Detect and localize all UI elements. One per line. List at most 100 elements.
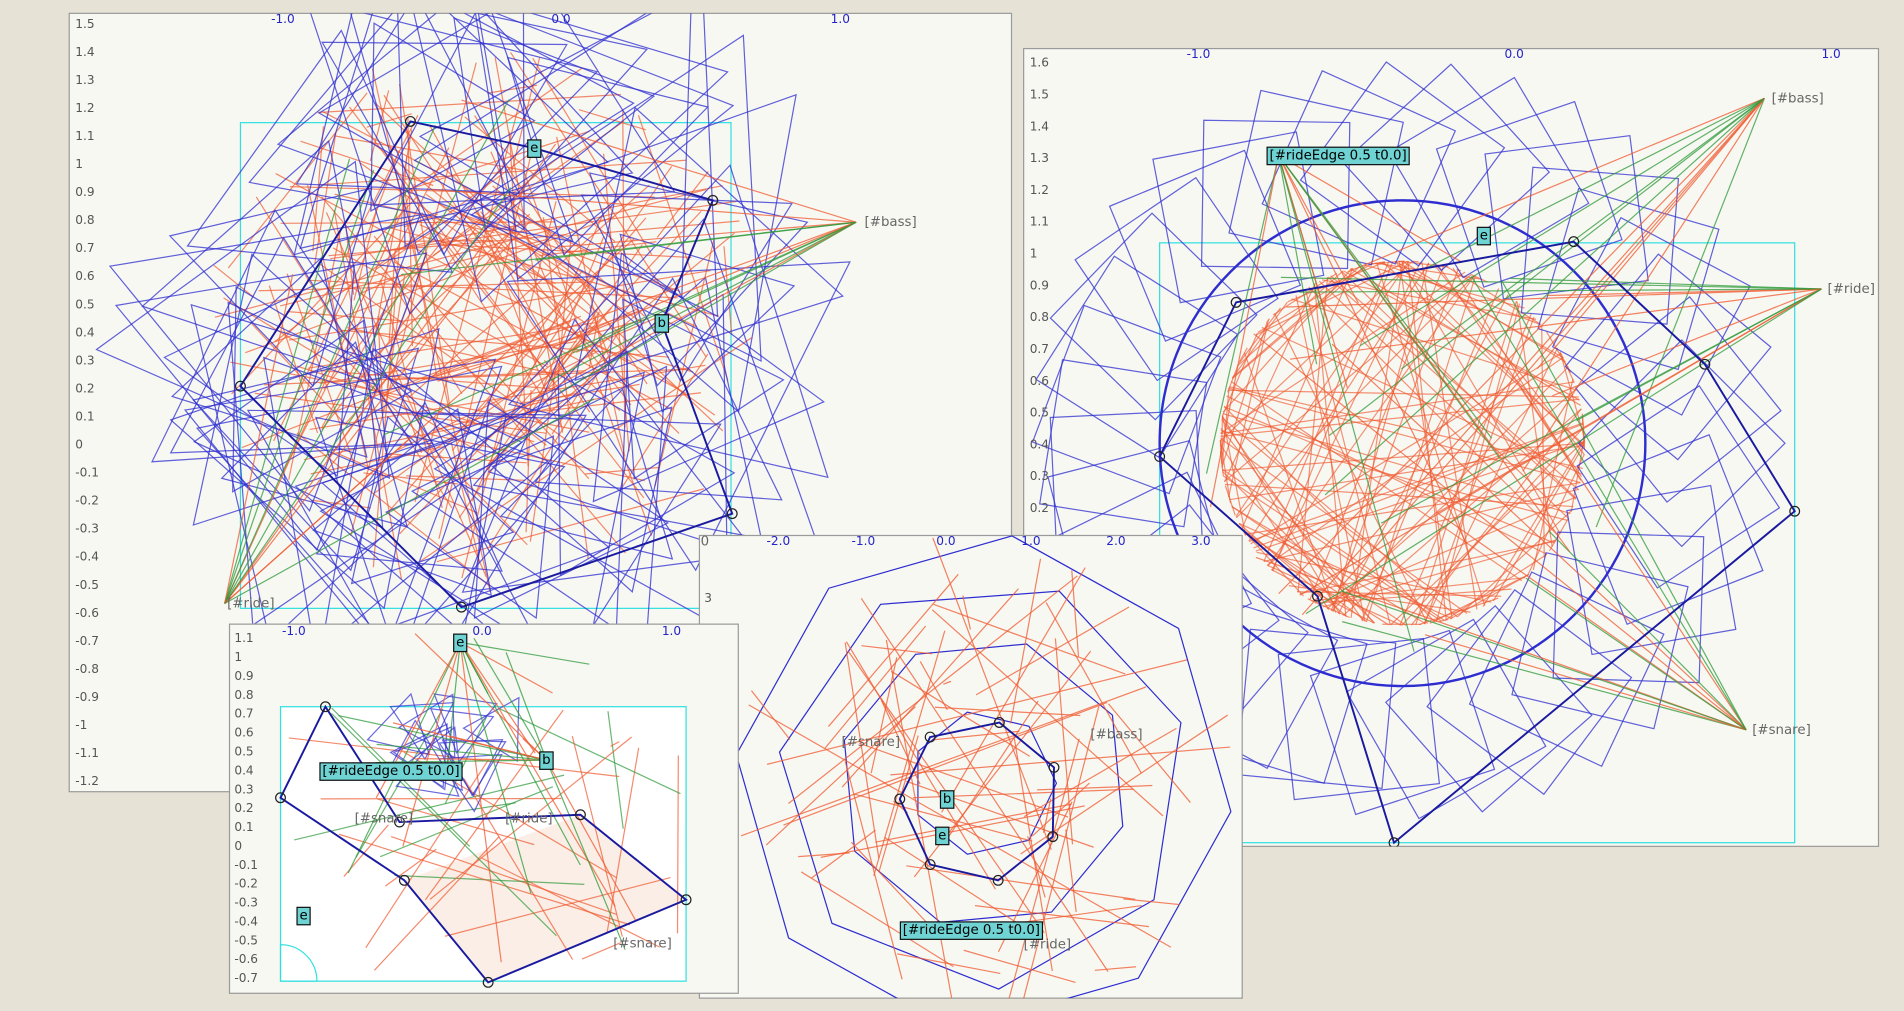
edge [890, 670, 1031, 757]
edge [224, 237, 636, 604]
edge [1231, 301, 1288, 379]
y-tick-label: 0.8 [1030, 310, 1049, 324]
edge [414, 633, 547, 761]
shape [735, 535, 1232, 999]
node-label: [#ride] [1827, 282, 1874, 297]
edge [1257, 263, 1373, 333]
y-tick-label: 1.1 [1030, 215, 1049, 229]
edge [274, 144, 542, 343]
edge [1368, 260, 1405, 265]
x-tick-label: -1.0 [1187, 47, 1211, 61]
y-tick-label: 1.5 [75, 17, 94, 31]
edge [553, 221, 857, 348]
edge [227, 92, 368, 269]
edge [408, 184, 650, 398]
edge [1327, 276, 1577, 500]
y-tick-label: -1.1 [75, 746, 99, 760]
shape [499, 388, 674, 560]
shape [1484, 134, 1649, 300]
edge [1229, 386, 1584, 470]
shape [370, 22, 536, 213]
edge [1299, 288, 1822, 293]
x-tick-label: -1.0 [282, 624, 306, 638]
edge [549, 221, 857, 382]
edge [1220, 437, 1468, 615]
edge [1274, 313, 1429, 624]
edge [463, 778, 574, 960]
shape [1309, 629, 1496, 816]
edge [933, 603, 1126, 675]
edge [375, 231, 432, 271]
node [680, 894, 692, 906]
edge [1250, 352, 1562, 545]
y-tick-label: 0.5 [1030, 406, 1049, 420]
edge [436, 221, 857, 377]
edge [1332, 262, 1430, 612]
shape [293, 13, 610, 256]
shape [114, 252, 428, 552]
edge [1552, 288, 1822, 397]
edge [1224, 274, 1472, 482]
edge [1350, 260, 1404, 619]
edge [1278, 154, 1463, 263]
edge [1219, 440, 1232, 504]
edge [1390, 439, 1586, 626]
edge [539, 236, 605, 395]
y-tick-label: 0.1 [234, 820, 253, 834]
node-label: [#snare] [355, 811, 414, 826]
edge [1031, 782, 1090, 837]
edge [841, 588, 1019, 788]
edge [1595, 98, 1765, 528]
edge [559, 221, 857, 248]
shape [1577, 339, 1786, 548]
edge [492, 185, 646, 317]
shape [141, 139, 379, 386]
edge [402, 642, 461, 847]
edge [975, 606, 1130, 696]
edge [1123, 898, 1180, 906]
y-tick-label: 0.7 [234, 707, 253, 721]
edge [1313, 283, 1347, 617]
edge [224, 169, 375, 604]
edge [962, 595, 972, 630]
shape [1520, 166, 1680, 325]
edge [545, 759, 626, 950]
edge [1278, 155, 1468, 545]
shape [413, 13, 729, 303]
edge [1244, 482, 1581, 535]
box-label: b [943, 792, 951, 807]
edge [1278, 155, 1359, 304]
edge [1271, 261, 1421, 571]
node [574, 809, 586, 821]
y-tick-label: 0.3 [1030, 469, 1049, 483]
edge [1399, 314, 1532, 626]
shape [1031, 304, 1222, 495]
box-label: e [530, 141, 538, 156]
node [1388, 837, 1400, 847]
x-tick-label: 0.0 [472, 624, 491, 638]
shape [778, 590, 1182, 990]
shape [470, 34, 762, 363]
y-tick-label: 0.8 [75, 213, 94, 227]
y-tick-label: 0.6 [75, 269, 94, 283]
edge [1054, 638, 1074, 845]
label-box [319, 762, 463, 781]
edge [461, 99, 857, 223]
y-tick-label: 1.6 [1030, 56, 1049, 70]
edge [307, 321, 598, 369]
edge [1376, 262, 1486, 606]
edge [853, 793, 1033, 842]
edge [462, 191, 605, 298]
path-polygon [279, 704, 688, 984]
edge [607, 711, 624, 829]
edge [539, 241, 657, 257]
edge [571, 735, 623, 937]
edge [459, 642, 532, 894]
edge [884, 836, 1024, 928]
edge [1510, 277, 1822, 290]
shape [413, 13, 719, 318]
y-tick-label: 1.3 [1030, 151, 1049, 165]
edge [1311, 577, 1526, 602]
edge [974, 905, 1149, 928]
edge [827, 573, 959, 727]
